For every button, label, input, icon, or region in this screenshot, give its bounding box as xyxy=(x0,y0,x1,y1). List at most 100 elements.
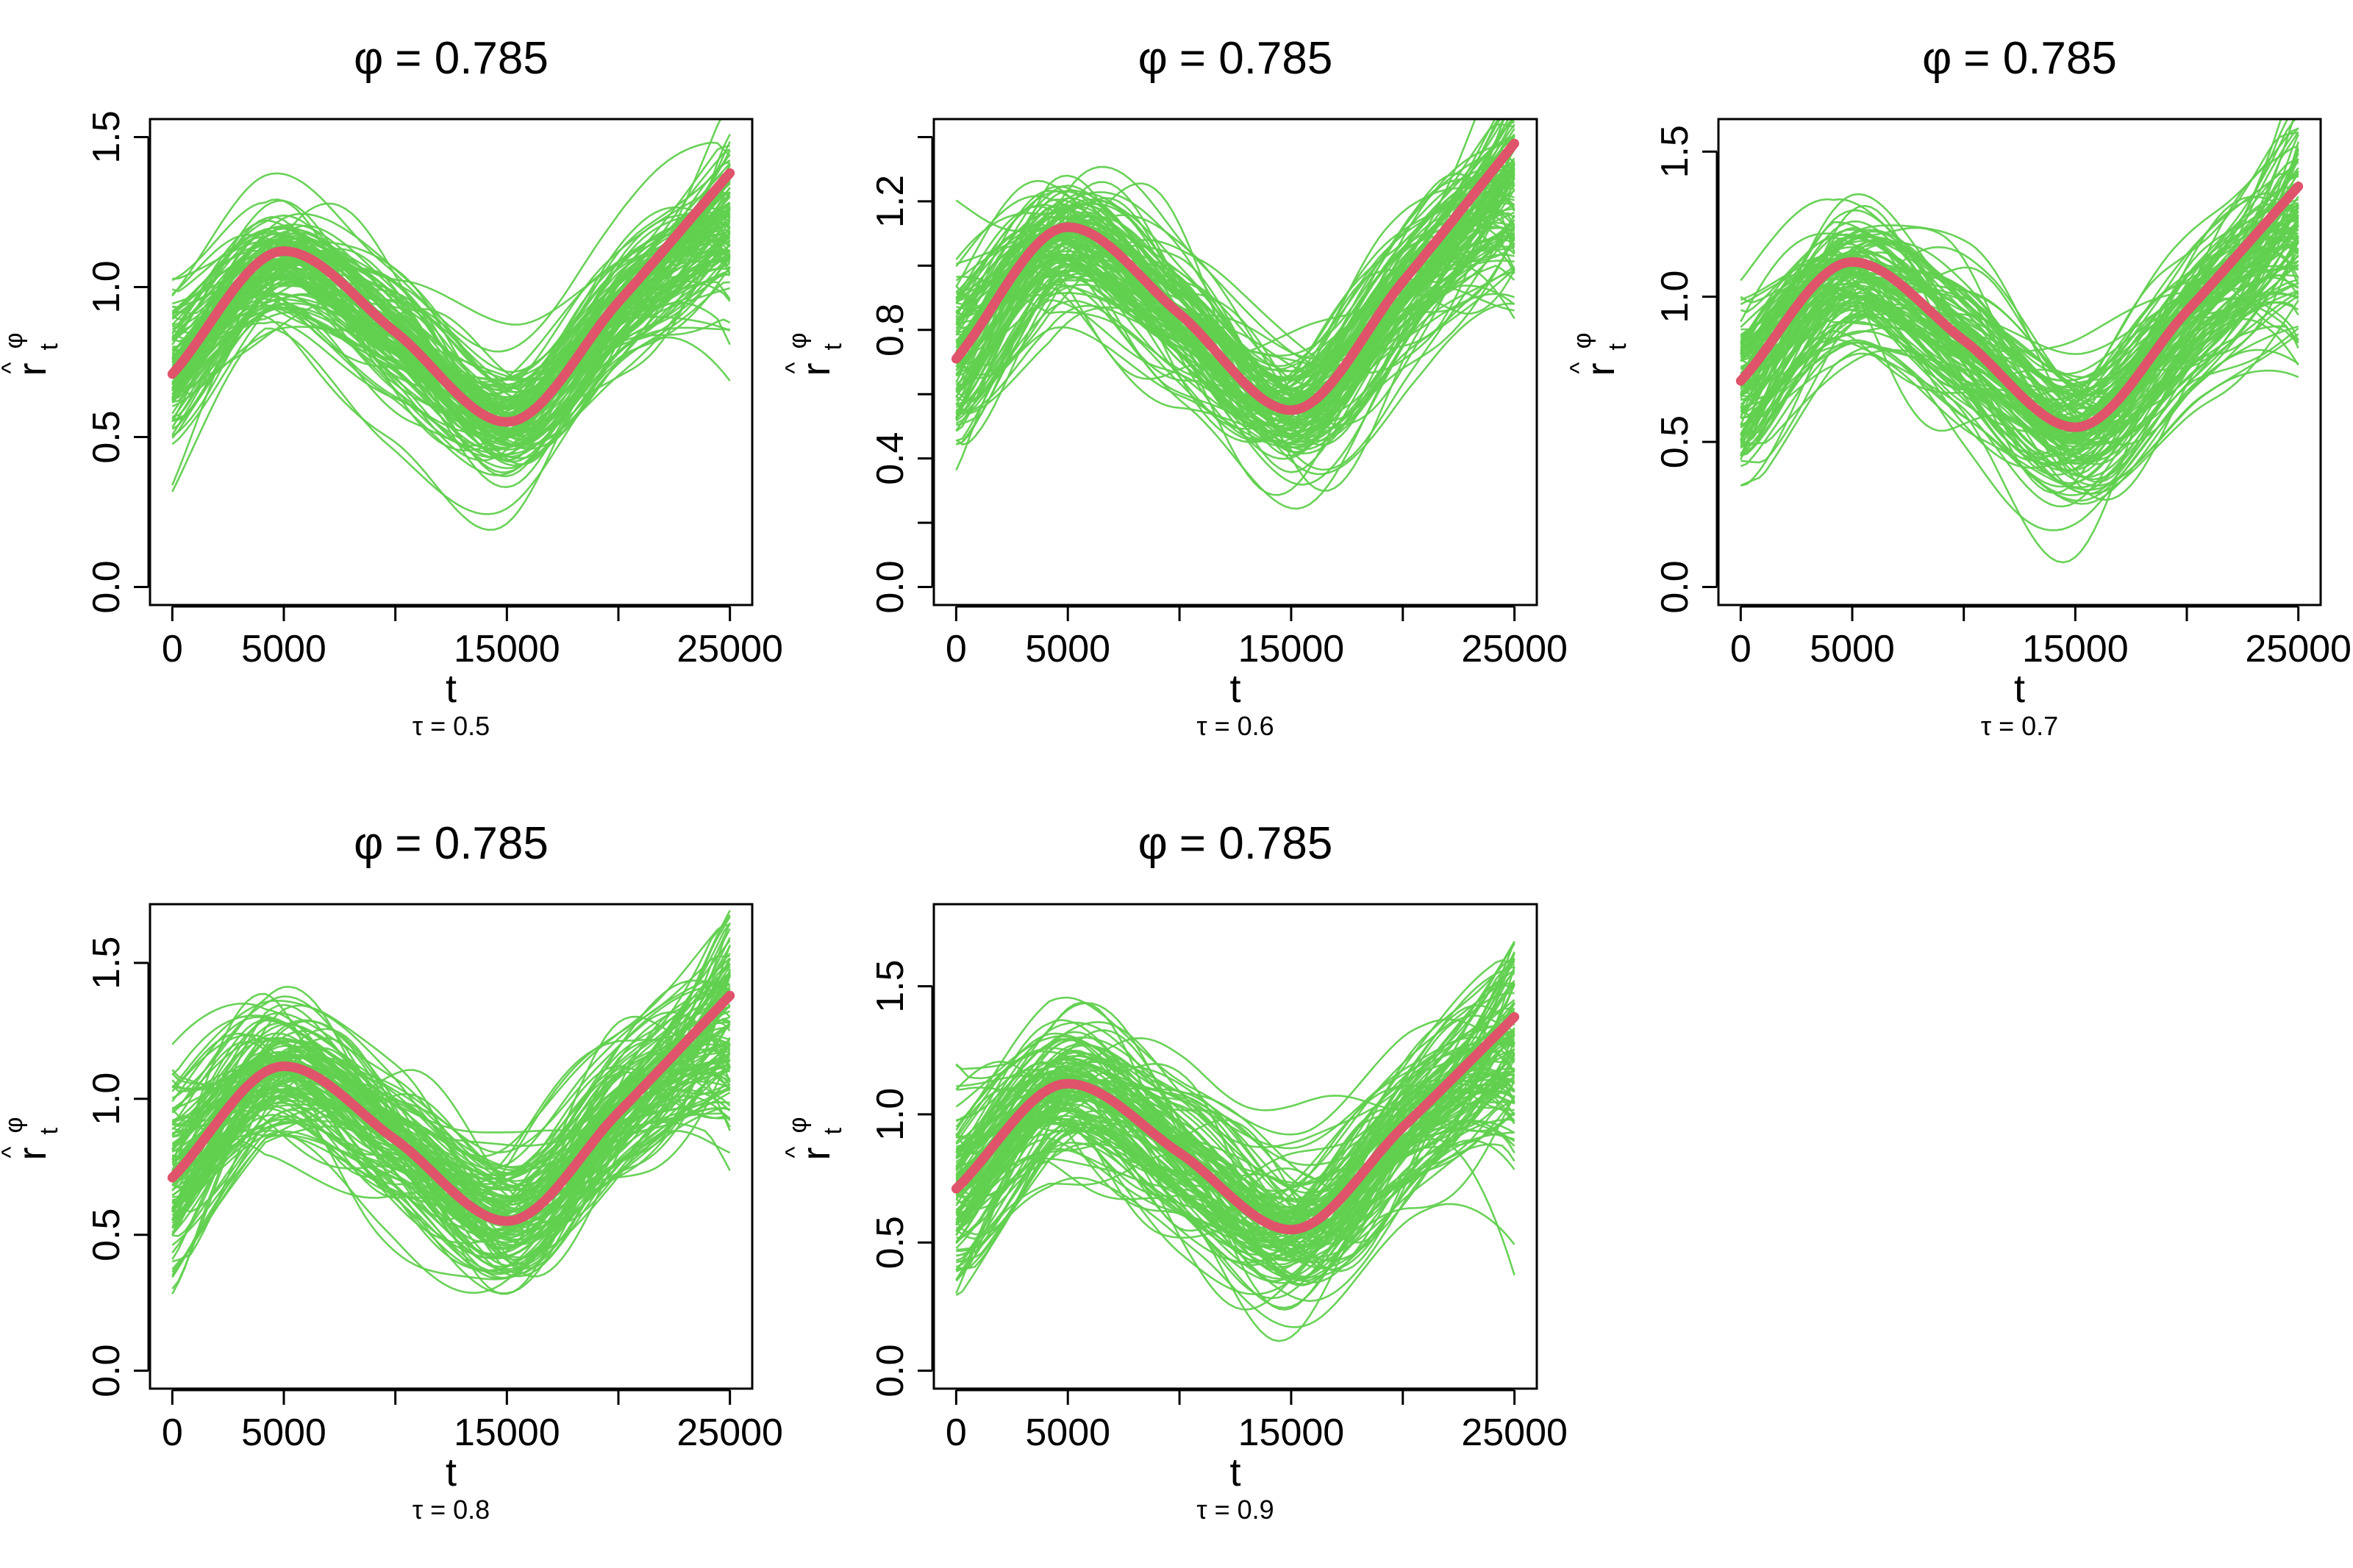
estimate-curve xyxy=(956,1058,1515,1261)
estimate-curve xyxy=(171,972,731,1210)
estimate-curve xyxy=(171,222,731,419)
panel-title: φ = 0.785 xyxy=(1138,818,1333,869)
svg-text:t: t xyxy=(819,343,847,351)
estimate-curve xyxy=(956,190,1515,382)
x-tick-label: 15000 xyxy=(454,628,560,670)
plot-frame xyxy=(932,118,1538,606)
estimate-curve xyxy=(171,321,731,470)
estimate-curve xyxy=(955,984,1515,1192)
x-tick-label: 15000 xyxy=(2022,628,2129,670)
true-curve xyxy=(167,168,735,427)
true-curve xyxy=(951,1012,1520,1235)
estimate-curve xyxy=(171,1049,731,1253)
svg-text:^: ^ xyxy=(781,362,809,373)
estimate-curve xyxy=(171,193,730,398)
estimate-curve xyxy=(955,1036,1515,1195)
panel-caption: τ = 0.7 xyxy=(1981,711,2058,741)
y-tick-label: 0.4 xyxy=(869,432,912,485)
estimate-curve xyxy=(955,1020,1515,1150)
svg-text:r: r xyxy=(10,1147,54,1160)
x-tick-label: 0 xyxy=(1730,628,1752,670)
x-axis-label: t xyxy=(1229,1450,1240,1494)
estimate-curve xyxy=(171,957,731,1267)
x-tick-label: 15000 xyxy=(454,1411,560,1454)
x-axis-label: t xyxy=(2014,667,2025,711)
x-tick-label: 5000 xyxy=(1025,1411,1110,1454)
x-tick-label: 25000 xyxy=(1461,628,1568,670)
estimate-curve xyxy=(1740,170,2299,456)
panel-caption: τ = 0.5 xyxy=(413,711,490,741)
svg-text:φ: φ xyxy=(784,332,812,348)
svg-text:t: t xyxy=(35,1128,63,1135)
estimate-curve xyxy=(955,957,1515,1223)
y-tick-label: 0.0 xyxy=(869,560,912,613)
estimate-curve xyxy=(955,1086,1515,1286)
y-tick-label: 1.0 xyxy=(1654,271,1696,323)
estimate-curve xyxy=(1740,299,2299,495)
estimate-curve xyxy=(171,955,730,1220)
estimate-curve xyxy=(171,141,731,353)
y-tick-label: 1.5 xyxy=(85,937,128,989)
estimate-curve xyxy=(171,980,731,1170)
y-axis-label: r^ φt xyxy=(0,332,63,376)
estimate-curve xyxy=(955,265,1515,510)
estimate-curve xyxy=(955,247,1515,455)
estimate-curve xyxy=(956,169,1515,460)
x-axis-label: t xyxy=(1229,667,1240,711)
y-tick-label: 0.8 xyxy=(869,304,912,357)
y-tick-label: 0.0 xyxy=(869,1344,912,1397)
estimate-curve xyxy=(955,165,1515,368)
svg-text:^: ^ xyxy=(1565,362,1593,373)
y-tick-label: 1.5 xyxy=(85,110,128,163)
estimate-curve xyxy=(955,179,1515,381)
x-tick-label: 0 xyxy=(946,1411,967,1454)
estimate-curve xyxy=(955,1030,1515,1283)
x-tick-label: 0 xyxy=(162,628,183,670)
x-tick-label: 15000 xyxy=(1238,628,1345,670)
estimate-curve xyxy=(171,198,731,381)
svg-text:r: r xyxy=(1579,362,1623,376)
y-tick-label: 0.0 xyxy=(85,1344,128,1397)
estimate-curve xyxy=(955,1116,1515,1295)
y-tick-label: 1.5 xyxy=(1654,125,1696,178)
y-tick-label: 1.0 xyxy=(869,1088,912,1141)
estimate-curve xyxy=(171,239,731,440)
estimate-curve xyxy=(1740,186,2299,446)
estimate-curve xyxy=(171,983,730,1215)
panel-title: φ = 0.785 xyxy=(1138,33,1333,84)
true-curve xyxy=(951,138,1520,415)
estimate-curve xyxy=(1740,290,2299,479)
estimate-curve xyxy=(1740,213,2299,382)
y-tick-label: 0.5 xyxy=(85,1209,128,1261)
estimate-curve xyxy=(1740,221,2299,439)
estimate-curve xyxy=(1740,333,2299,491)
estimate-curve xyxy=(171,1054,731,1168)
panel-caption: τ = 0.6 xyxy=(1196,711,1274,741)
estimate-curve xyxy=(956,119,1496,367)
estimate-curve xyxy=(955,155,1515,441)
plot-frame xyxy=(149,118,754,606)
estimate-curve xyxy=(171,240,731,426)
svg-text:φ: φ xyxy=(784,1117,812,1133)
panel-title: φ = 0.785 xyxy=(354,33,549,84)
y-tick-label: 0.5 xyxy=(1654,415,1696,468)
y-tick-label: 1.2 xyxy=(869,175,912,228)
estimate-curve xyxy=(1740,132,2299,414)
y-tick-label: 1.0 xyxy=(85,1073,128,1125)
estimate-curve xyxy=(171,1006,730,1211)
y-tick-label: 0.5 xyxy=(869,1216,912,1269)
y-axis-label: r^ φt xyxy=(0,1117,63,1160)
estimate-curve xyxy=(172,223,731,408)
estimate-curve xyxy=(171,973,731,1181)
estimate-curve xyxy=(171,1067,730,1275)
estimate-curve xyxy=(955,1118,1515,1281)
estimate-curve xyxy=(171,241,730,459)
svg-text:^: ^ xyxy=(781,1146,809,1158)
x-tick-label: 25000 xyxy=(676,628,783,670)
estimate-curve xyxy=(172,1083,731,1239)
svg-text:r: r xyxy=(794,1147,838,1160)
svg-text:t: t xyxy=(819,1128,847,1135)
